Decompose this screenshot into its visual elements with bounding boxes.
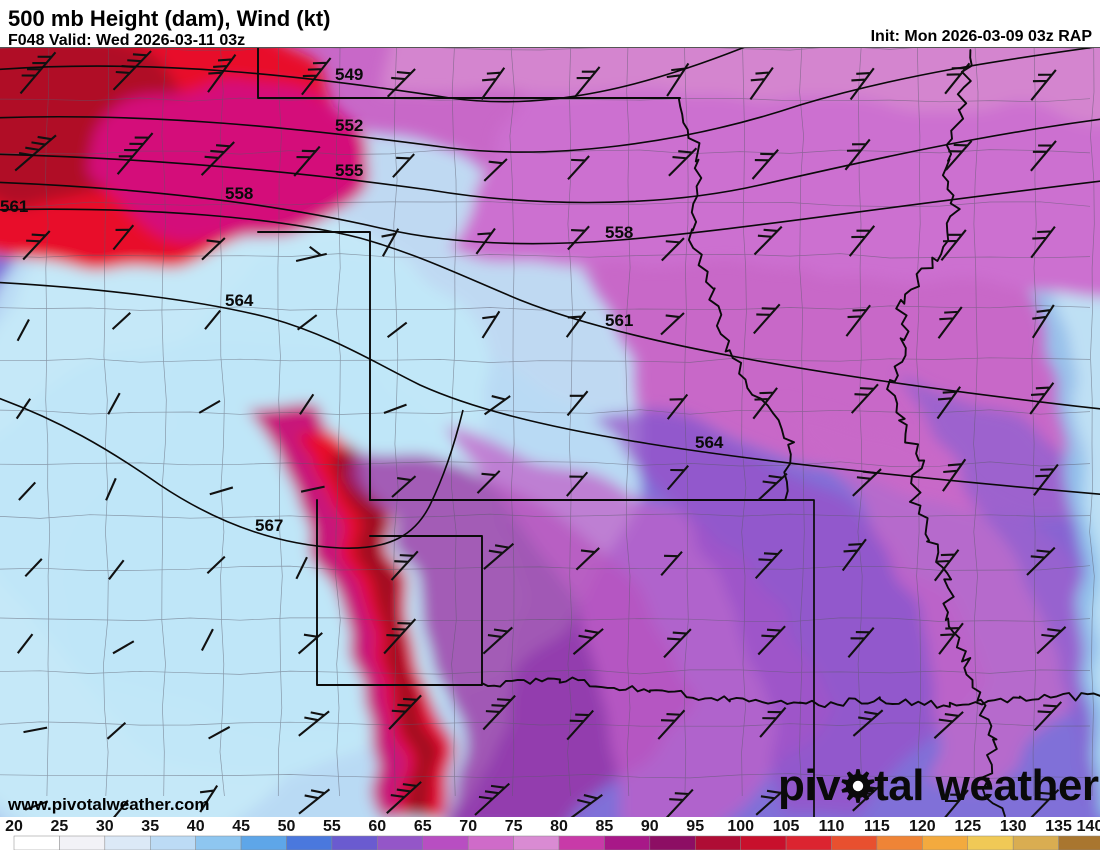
svg-text:120: 120: [909, 818, 936, 835]
svg-text:95: 95: [686, 818, 704, 835]
svg-text:35: 35: [141, 818, 159, 835]
svg-text:45: 45: [232, 818, 250, 835]
svg-text:125: 125: [954, 818, 981, 835]
svg-text:135: 135: [1045, 818, 1072, 835]
svg-text:25: 25: [51, 818, 69, 835]
svg-text:110: 110: [819, 818, 845, 835]
svg-text:65: 65: [414, 818, 432, 835]
svg-text:90: 90: [641, 818, 659, 835]
svg-text:558: 558: [605, 223, 633, 242]
svg-text:20: 20: [5, 818, 23, 835]
svg-text:80: 80: [550, 818, 568, 835]
svg-text:40: 40: [187, 818, 205, 835]
svg-text:85: 85: [596, 818, 614, 835]
svg-text:564: 564: [225, 291, 254, 310]
svg-text:555: 555: [335, 161, 363, 180]
svg-text:50: 50: [278, 818, 296, 835]
svg-text:75: 75: [505, 818, 523, 835]
svg-text:549: 549: [335, 65, 363, 84]
svg-text:130: 130: [1000, 818, 1027, 835]
svg-text:558: 558: [225, 184, 253, 203]
svg-text:60: 60: [368, 818, 386, 835]
svg-text:100: 100: [727, 818, 754, 835]
svg-text:552: 552: [335, 116, 363, 135]
svg-text:105: 105: [773, 818, 800, 835]
svg-text:70: 70: [459, 818, 477, 835]
svg-text:140: 140: [1077, 818, 1100, 835]
svg-text:567: 567: [255, 516, 283, 535]
svg-text:115: 115: [864, 818, 890, 835]
svg-text:561: 561: [0, 197, 28, 216]
svg-text:55: 55: [323, 818, 341, 835]
svg-text:564: 564: [695, 433, 724, 452]
svg-text:561: 561: [605, 311, 633, 330]
svg-text:30: 30: [96, 818, 114, 835]
